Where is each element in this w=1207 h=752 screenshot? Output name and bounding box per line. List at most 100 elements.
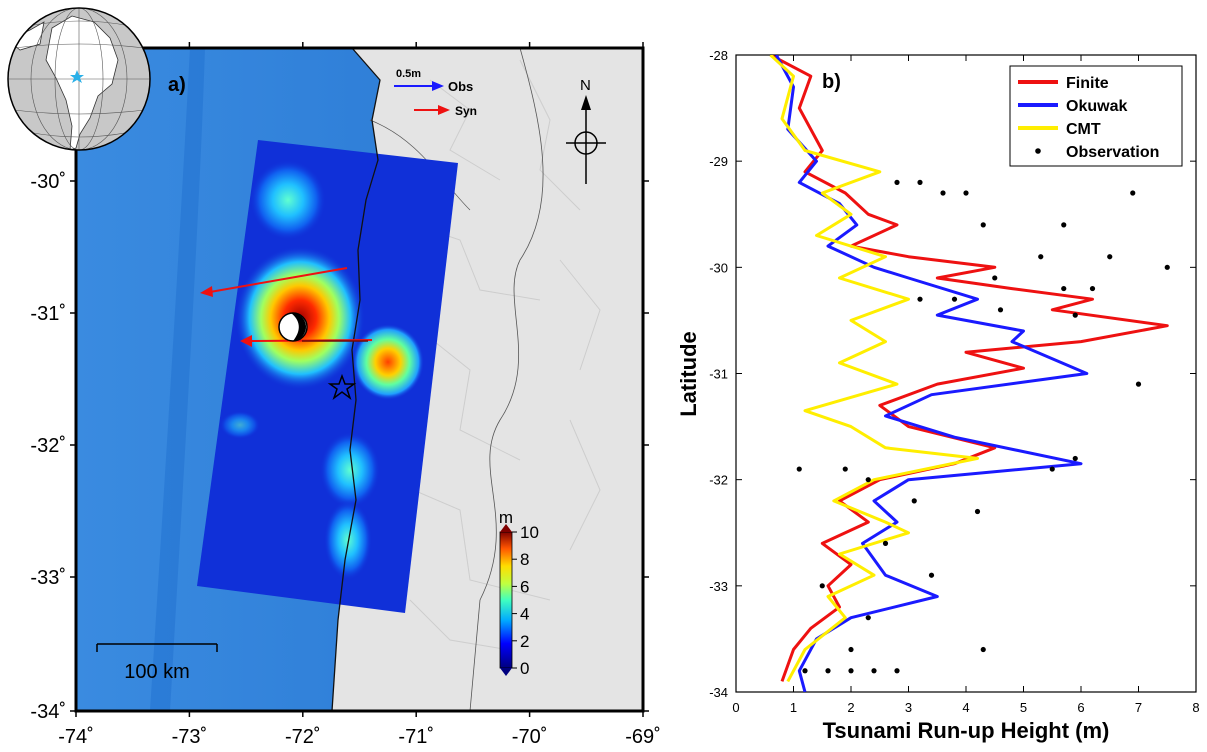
observation-point: [1135, 381, 1142, 387]
observation-point: [980, 222, 986, 228]
observation-point: [1089, 285, 1096, 292]
slip-patch: [320, 432, 380, 508]
syn-legend-arrowhead: [438, 105, 450, 115]
legend-entries: Finite Okuwak CMT Observation: [1018, 75, 1159, 161]
globe-inset: [7, 7, 151, 151]
observation-point: [802, 668, 808, 674]
border-line: [469, 48, 544, 711]
legend-marker: [1035, 148, 1041, 154]
colorbar-tick-label: 4: [520, 605, 529, 624]
location-star-icon: [70, 70, 84, 83]
observation-point: [1049, 466, 1055, 472]
syn-arrow: [209, 267, 348, 293]
map-x-tick-label: -69˚: [625, 726, 661, 748]
y-tick-label: -34: [709, 685, 728, 700]
x-tick-label: 7: [1135, 700, 1142, 715]
observation-point: [848, 646, 854, 653]
y-tick-label: -32: [709, 473, 728, 488]
observation-point: [951, 296, 958, 302]
x-tick-label: 5: [1020, 700, 1027, 715]
focal-mechanism: [278, 312, 308, 342]
colorbar-unit: m: [499, 508, 513, 527]
colorbar-bottom-cap: [500, 668, 512, 676]
slip-patch: [220, 411, 260, 439]
observation-point: [842, 466, 848, 472]
observation-point: [980, 646, 986, 653]
chart-axis-ticks: 0 1 2 3 4 5 6 7 8 -28 -29 -30 -31 -32 -33 -34: [709, 48, 1199, 715]
x-tick-label: 0: [732, 700, 739, 715]
legend-label: Okuwak: [1066, 98, 1127, 115]
x-tick-label: 6: [1077, 700, 1084, 715]
observation-point: [940, 190, 946, 196]
map-x-tick-label: -71˚: [398, 726, 434, 748]
observation-point: [974, 508, 981, 515]
scale-bar-label: 100 km: [124, 661, 190, 683]
chart-series: [769, 55, 1170, 692]
slip-patch: [352, 324, 424, 400]
chart-legend: Finite Okuwak CMT Observation: [1009, 65, 1183, 167]
colorbar-tick-label: 10: [520, 523, 539, 542]
map-axis-ticks: -74˚ -73˚ -72˚ -71˚ -70˚ -69˚ -30˚ -31˚ -32˚ -33˚…: [30, 42, 661, 748]
colorbar-tick-label: 0: [520, 659, 529, 678]
observation-point: [1061, 222, 1067, 228]
colorbar-tick-label: 6: [520, 577, 529, 596]
scale-bar: 100 km: [96, 643, 218, 683]
map-frame: [74, 46, 645, 713]
y-tick-label: -29: [709, 154, 728, 169]
panel-a-label: a): [168, 74, 186, 96]
observation-point: [963, 190, 969, 196]
observation-point: [997, 307, 1004, 313]
observation-point: [865, 477, 871, 483]
slip-patch: [324, 500, 372, 580]
x-axis-title: Tsunami Run-up Height (m): [823, 718, 1110, 743]
observation-point: [882, 540, 889, 546]
observation-point: [1130, 190, 1136, 196]
scale-label: 0.5m: [396, 68, 421, 80]
map-x-tick-label: -72˚: [285, 726, 321, 748]
observation-point: [911, 498, 917, 504]
map-y-tick-label: -34˚: [30, 701, 66, 723]
colorbar-ticks: 10 8 6 4 2 0: [512, 523, 539, 678]
observation-point: [928, 572, 935, 578]
series-line-cmt: [769, 55, 979, 683]
y-axis-title: Latitude: [676, 331, 701, 417]
observation-point: [1061, 285, 1067, 292]
map-x-tick-label: -70˚: [512, 726, 548, 748]
colorbar-tick-label: 8: [520, 550, 529, 569]
observation-point: [796, 466, 802, 472]
observation-point: [894, 179, 900, 185]
epicenter-star-icon: [327, 373, 357, 401]
observation-point: [1107, 254, 1113, 260]
north-label: N: [580, 77, 591, 94]
globe-outline: [7, 7, 151, 151]
graticule: [8, 8, 150, 150]
observation-point: [825, 668, 831, 674]
trench: [150, 48, 205, 711]
x-tick-label: 8: [1192, 700, 1199, 715]
displacement-arrows: [200, 267, 373, 347]
observation-point: [848, 668, 854, 674]
observation-point: [865, 615, 871, 621]
x-tick-label: 3: [905, 700, 912, 715]
arrow-legend: 0.5m Obs Syn: [394, 68, 477, 118]
x-tick-label: 1: [790, 700, 797, 715]
syn-arrowhead: [200, 286, 213, 297]
map-area: 0.5m Obs Syn N 100 km: [76, 48, 643, 711]
observation-point: [894, 668, 900, 674]
relief: [389, 59, 601, 651]
y-tick-label: -33: [709, 579, 728, 594]
compass-icon: [574, 131, 598, 155]
obs-legend-label: Obs: [448, 79, 473, 94]
map-y-tick-label: -30˚: [30, 171, 66, 193]
legend-label: Observation: [1066, 144, 1159, 161]
chart-panel: 0 1 2 3 4 5 6 7 8 -28 -29 -30 -31 -32 -33 -34 b) Tsunam…: [676, 48, 1200, 743]
north-arrow-icon: [581, 95, 591, 110]
map-y-tick-label: -32˚: [30, 435, 66, 457]
beachball-quadrant: [291, 312, 307, 341]
panel-b-label: b): [822, 71, 841, 93]
map-y-tick-label: -31˚: [30, 303, 66, 325]
observation-point: [917, 296, 923, 302]
map-x-tick-label: -73˚: [172, 726, 208, 748]
legend-label: Finite: [1066, 75, 1109, 92]
